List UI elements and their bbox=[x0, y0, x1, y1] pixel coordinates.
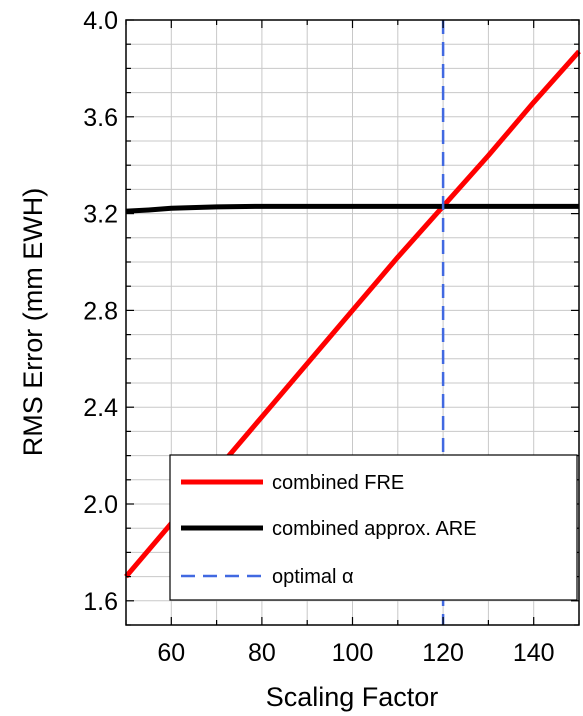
y-tick-label: 4.0 bbox=[83, 7, 118, 35]
y-tick-label: 2.4 bbox=[83, 394, 118, 422]
x-tick-label: 120 bbox=[422, 639, 464, 667]
y-tick-label: 2.0 bbox=[83, 491, 118, 519]
x-tick-label: 100 bbox=[332, 639, 374, 667]
legend-label-are: combined approx. ARE bbox=[272, 518, 477, 540]
series-line-combined-approx-are bbox=[125, 203, 579, 214]
y-tick-label: 3.6 bbox=[83, 104, 118, 132]
y-tick-label: 1.6 bbox=[83, 588, 118, 616]
legend-label-fre: combined FRE bbox=[272, 472, 404, 494]
x-tick-label: 60 bbox=[157, 639, 185, 667]
x-tick-label: 140 bbox=[513, 639, 555, 667]
ticks: 60 80 100 120 140 1.6 2.0 2.4 2.8 3.2 3.6 4.0 bbox=[83, 7, 580, 667]
y-tick-label: 2.8 bbox=[83, 297, 118, 325]
x-tick-label: 80 bbox=[248, 639, 276, 667]
x-axis-title: Scaling Factor bbox=[266, 682, 439, 712]
legend-label-optimal: optimal α bbox=[272, 566, 354, 588]
y-axis-title: RMS Error (mm EWH) bbox=[18, 188, 48, 456]
y-tick-label: 3.2 bbox=[83, 201, 118, 229]
legend: combined FRE combined approx. ARE optima… bbox=[169, 454, 578, 601]
